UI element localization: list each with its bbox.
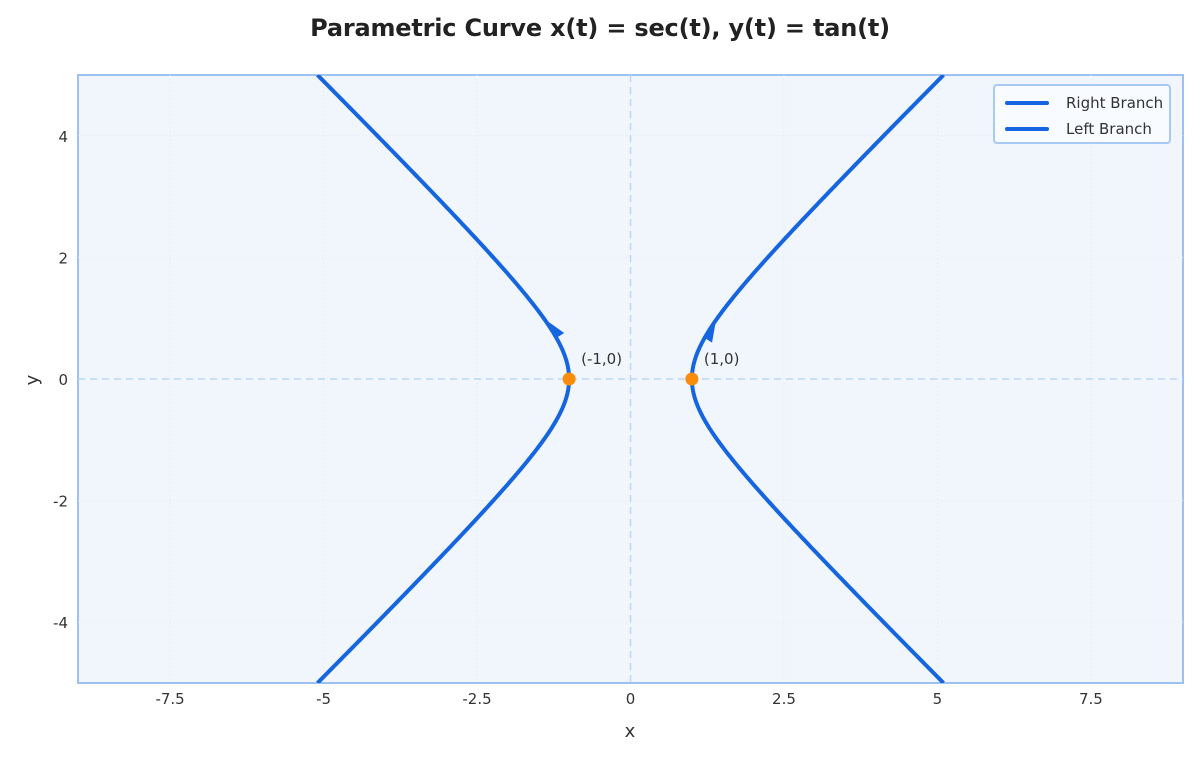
legend-swatch-right-branch (1005, 101, 1049, 105)
vertex-point (685, 372, 699, 386)
legend-item-right-branch: Right Branch (1005, 92, 1163, 114)
right-branch-direction-arrow-icon (702, 319, 717, 343)
x-tick-label: 0 (626, 690, 636, 708)
y-tick-label: -2 (53, 493, 68, 511)
vertex-points (562, 372, 699, 386)
legend: Right Branch Left Branch (993, 84, 1171, 144)
legend-label: Right Branch (1066, 94, 1164, 112)
x-tick-label: -2.5 (462, 690, 491, 708)
legend-item-left-branch: Left Branch (1005, 118, 1152, 140)
legend-label: Left Branch (1066, 120, 1152, 138)
y-tick-labels: 4 2 0 -2 -4 (53, 128, 68, 632)
point-annotation: (-1,0) (581, 350, 622, 368)
vertex-point (562, 372, 576, 386)
y-tick-label: -4 (53, 614, 68, 632)
x-tick-label: -7.5 (155, 690, 184, 708)
x-tick-label: 2.5 (772, 690, 796, 708)
left-branch-direction-arrow-icon (544, 319, 565, 339)
x-axis-label: x (625, 721, 636, 742)
x-tick-label: 7.5 (1079, 690, 1103, 708)
x-tick-label: 5 (933, 690, 943, 708)
y-tick-label: 4 (58, 128, 68, 146)
y-tick-label: 2 (58, 249, 68, 267)
reference-lines (78, 75, 1183, 683)
legend-swatch-left-branch (1005, 127, 1049, 131)
point-annotation: (1,0) (704, 350, 740, 368)
x-tick-labels: -7.5 -5 -2.5 0 2.5 5 7.5 (155, 690, 1102, 708)
y-axis-label: y (22, 374, 43, 385)
chart-title: Parametric Curve x(t) = sec(t), y(t) = t… (310, 14, 890, 42)
annotations: (-1,0) (1,0) (581, 350, 739, 368)
y-tick-label: 0 (58, 371, 68, 389)
direction-arrows (544, 319, 717, 343)
x-tick-label: -5 (316, 690, 331, 708)
